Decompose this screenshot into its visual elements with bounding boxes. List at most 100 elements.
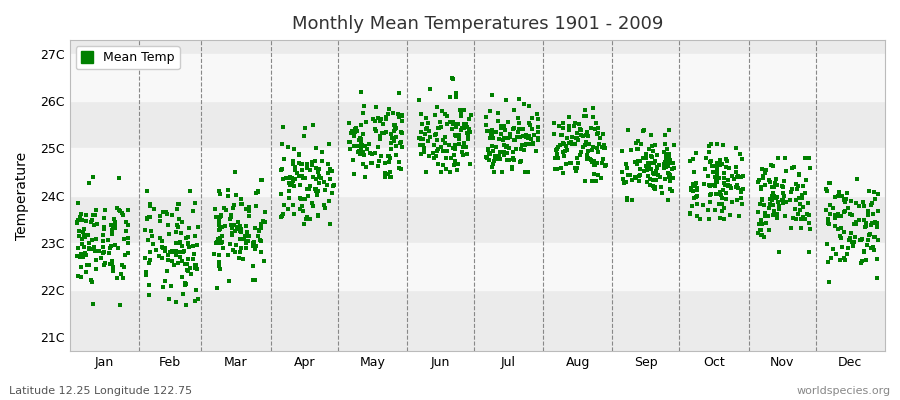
Mean Temp xyxy=(233,223,248,229)
Mean Temp xyxy=(838,199,852,206)
Mean Temp xyxy=(96,224,111,231)
Mean Temp xyxy=(717,170,732,176)
Mean Temp xyxy=(667,165,681,172)
Mean Temp xyxy=(854,260,868,266)
Mean Temp xyxy=(514,158,528,164)
Mean Temp xyxy=(770,213,784,219)
Mean Temp xyxy=(860,223,874,229)
Mean Temp xyxy=(308,158,322,164)
Mean Temp xyxy=(556,120,571,126)
Mean Temp xyxy=(352,136,366,143)
Mean Temp xyxy=(463,128,477,135)
Mean Temp xyxy=(177,280,192,286)
Mean Temp xyxy=(649,168,663,174)
Mean Temp xyxy=(447,146,462,153)
Mean Temp xyxy=(848,234,862,240)
Mean Temp xyxy=(225,230,239,236)
Mean Temp xyxy=(354,139,368,146)
Mean Temp xyxy=(177,260,192,267)
Mean Temp xyxy=(690,201,705,208)
Mean Temp xyxy=(584,157,598,163)
Mean Temp xyxy=(497,141,511,148)
Mean Temp xyxy=(821,258,835,265)
Mean Temp xyxy=(214,233,229,239)
Mean Temp xyxy=(234,196,248,202)
Mean Temp xyxy=(581,140,596,147)
Mean Temp xyxy=(776,184,790,190)
Mean Temp xyxy=(482,150,496,156)
Mean Temp xyxy=(783,197,797,203)
Mean Temp xyxy=(753,200,768,207)
Mean Temp xyxy=(752,230,766,236)
Mean Temp xyxy=(491,118,505,124)
Mean Temp xyxy=(274,191,288,197)
Mean Temp xyxy=(254,177,268,183)
Mean Temp xyxy=(705,157,719,164)
Mean Temp xyxy=(513,159,527,165)
Mean Temp xyxy=(190,266,204,272)
Mean Temp xyxy=(580,129,595,136)
Mean Temp xyxy=(188,265,202,271)
Mean Temp xyxy=(802,155,816,161)
Mean Temp xyxy=(427,142,441,149)
Mean Temp xyxy=(569,135,583,142)
Mean Temp xyxy=(714,215,728,222)
Mean Temp xyxy=(788,197,803,204)
Mean Temp xyxy=(461,132,475,138)
Mean Temp xyxy=(576,144,590,150)
Mean Temp xyxy=(560,147,574,153)
Mean Temp xyxy=(110,204,124,211)
Mean Temp xyxy=(374,130,389,137)
Mean Temp xyxy=(531,134,545,141)
Mean Temp xyxy=(497,152,511,158)
Mean Temp xyxy=(871,208,886,215)
Mean Temp xyxy=(141,260,156,267)
Mean Temp xyxy=(844,239,859,245)
Mean Temp xyxy=(794,225,808,231)
Mean Temp xyxy=(626,197,640,203)
Mean Temp xyxy=(772,249,787,255)
Mean Temp xyxy=(729,145,743,151)
Mean Temp xyxy=(486,148,500,155)
Mean Temp xyxy=(389,152,403,159)
Mean Temp xyxy=(479,154,493,160)
Mean Temp xyxy=(645,143,660,149)
Mean Temp xyxy=(231,254,246,261)
Mean Temp xyxy=(112,175,126,182)
Mean Temp xyxy=(702,148,716,155)
Mean Temp xyxy=(756,173,770,180)
Mean Temp xyxy=(292,195,307,202)
Mean Temp xyxy=(369,128,383,134)
Mean Temp xyxy=(857,248,871,254)
Mean Temp xyxy=(835,244,850,250)
Mean Temp xyxy=(500,157,515,163)
Mean Temp xyxy=(497,149,511,155)
Mean Temp xyxy=(228,169,242,175)
Mean Temp xyxy=(454,111,468,117)
Mean Temp xyxy=(454,148,469,155)
Mean Temp xyxy=(446,144,460,151)
Mean Temp xyxy=(483,108,498,114)
Mean Temp xyxy=(76,232,91,238)
Mean Temp xyxy=(97,262,112,268)
Mean Temp xyxy=(840,251,854,258)
Mean Temp xyxy=(629,174,643,180)
Mean Temp xyxy=(778,213,793,219)
Mean Temp xyxy=(122,206,136,213)
Mean Temp xyxy=(644,154,659,160)
Mean Temp xyxy=(791,172,806,178)
Mean Temp xyxy=(182,225,196,231)
Mean Temp xyxy=(842,245,856,251)
Mean Temp xyxy=(802,212,816,218)
Mean Temp xyxy=(113,271,128,278)
Mean Temp xyxy=(702,182,716,188)
Mean Temp xyxy=(86,212,100,218)
Mean Temp xyxy=(547,154,562,161)
Mean Temp xyxy=(800,210,814,217)
Mean Temp xyxy=(346,128,360,134)
Mean Temp xyxy=(710,164,724,170)
Mean Temp xyxy=(531,128,545,135)
Mean Temp xyxy=(480,155,494,162)
Mean Temp xyxy=(237,236,251,242)
Mean Temp xyxy=(211,236,225,243)
